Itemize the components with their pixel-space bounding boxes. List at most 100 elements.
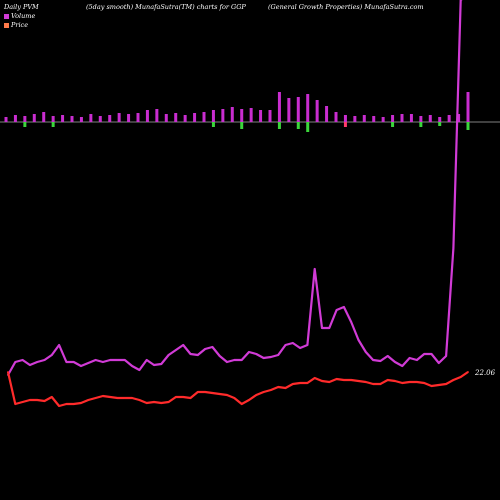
price-point [408, 381, 411, 383]
volume-bar-up [230, 107, 234, 122]
price-point [430, 385, 433, 387]
price-point [189, 397, 192, 399]
price-point [459, 376, 462, 378]
price-point [123, 397, 126, 399]
volume-bar-up [409, 114, 413, 122]
price-point [306, 382, 309, 384]
volume-bar-up [70, 116, 74, 122]
price-point [328, 381, 331, 383]
volume-bar-down [466, 122, 470, 130]
volume-bar-up [353, 116, 357, 122]
volume-point [109, 359, 112, 361]
price-point [87, 399, 90, 401]
volume-bar-up [51, 116, 55, 122]
volume-bar-up [61, 115, 65, 122]
volume-bar-up [136, 113, 140, 122]
volume-line [7, 0, 463, 376]
price-point [58, 405, 60, 407]
volume-bar-down [343, 122, 347, 127]
volume-bar-down [419, 122, 423, 127]
volume-point [291, 342, 294, 344]
volume-bar-down [211, 122, 215, 127]
volume-point [240, 359, 243, 361]
price-point [423, 382, 426, 384]
volume-point [423, 353, 426, 355]
volume-point [248, 351, 250, 353]
volume-bar-down [296, 122, 300, 129]
legend-price-label: Price [11, 21, 29, 29]
volume-point [394, 361, 396, 363]
price-point [160, 402, 163, 404]
price-point [116, 397, 119, 399]
volume-bar-up [4, 117, 8, 122]
volume-bar-up [400, 114, 404, 122]
price-point [182, 396, 185, 398]
volume-bar-down [240, 122, 244, 129]
volume-bar-up [438, 117, 442, 122]
price-point [248, 399, 250, 401]
volume-point [36, 361, 39, 363]
volume-point [335, 309, 338, 311]
volume-point [416, 359, 418, 361]
volume-point [459, 0, 462, 1]
volume-point [452, 247, 455, 249]
legend-price-swatch [4, 22, 9, 28]
volume-point [401, 365, 404, 367]
price-point [416, 381, 418, 383]
volume-point [43, 359, 46, 361]
legend-volume: Volume [4, 12, 35, 20]
price-point [65, 403, 68, 405]
price-line [6, 371, 469, 408]
volume-point [343, 306, 345, 308]
volume-point [21, 359, 24, 361]
volume-point [226, 361, 228, 363]
volume-bar-up [145, 110, 149, 122]
price-point [357, 380, 360, 382]
volume-bar-up [419, 116, 423, 122]
price-point [14, 403, 17, 405]
volume-bar-up [306, 94, 310, 122]
volume-bar-up [428, 115, 432, 122]
volume-bar-down [438, 122, 442, 126]
price-point [401, 382, 404, 384]
volume-point [357, 339, 360, 341]
price-point [335, 378, 338, 380]
price-point [218, 393, 221, 395]
price-point [21, 401, 24, 403]
price-point [437, 384, 440, 386]
volume-point [58, 344, 60, 346]
volume-bar-up [287, 98, 291, 122]
price-point [138, 399, 141, 401]
volume-point [196, 354, 199, 356]
price-point [72, 403, 75, 405]
volume-point [328, 327, 331, 329]
volume-bar-up [117, 113, 121, 122]
volume-point [175, 349, 177, 351]
volume-point [364, 351, 367, 353]
price-point [262, 391, 265, 393]
price-point [196, 391, 199, 393]
price-point [394, 380, 396, 382]
volume-bar-down [277, 122, 281, 129]
volume-point [123, 359, 126, 361]
volume-point [116, 359, 119, 361]
volume-point [65, 361, 68, 363]
volume-point [138, 369, 141, 371]
volume-point [372, 359, 374, 361]
price-point [350, 379, 353, 381]
price-point [145, 402, 148, 404]
volume-bar-up [98, 116, 102, 122]
volume-bar-up [466, 92, 470, 122]
volume-bar-up [277, 92, 281, 122]
volume-bar-up [202, 112, 206, 122]
volume-point [233, 359, 236, 361]
price-point [299, 382, 301, 384]
volume-bar-up [325, 106, 329, 122]
price-point [204, 391, 207, 393]
price-point [153, 401, 155, 403]
price-point [233, 397, 236, 399]
volume-bar-down [51, 122, 55, 127]
volume-bar-up [268, 110, 272, 122]
price-point [102, 395, 104, 397]
price-point [467, 371, 469, 373]
